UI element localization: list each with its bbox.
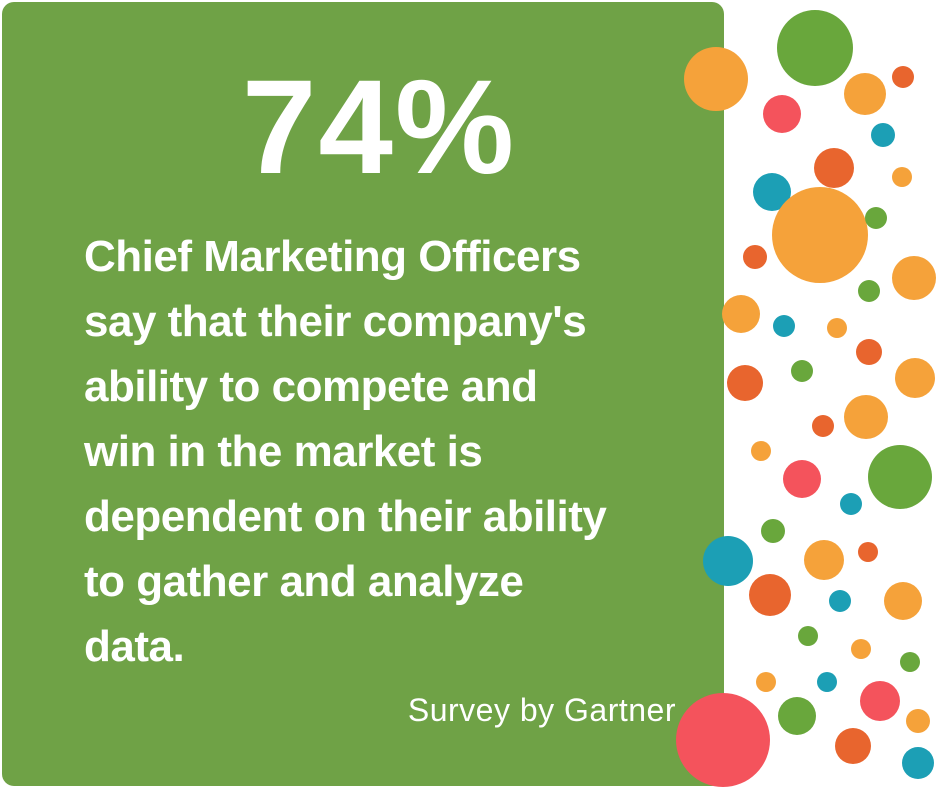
statement-line: data. [84, 622, 185, 671]
green-panel [2, 2, 724, 786]
attribution: Survey by Gartner [407, 692, 676, 728]
statement: Chief Marketing Officers say that their … [84, 224, 684, 679]
statement-line: to gather and analyze [84, 557, 524, 606]
statement-line: win in the market is [84, 427, 483, 476]
statement-line: Chief Marketing Officers [84, 232, 581, 281]
stat-value: 74% [241, 53, 517, 202]
statement-line: dependent on their ability [84, 492, 607, 541]
statement-line: ability to compete and [84, 362, 538, 411]
statement-line: say that their company's [84, 297, 587, 346]
